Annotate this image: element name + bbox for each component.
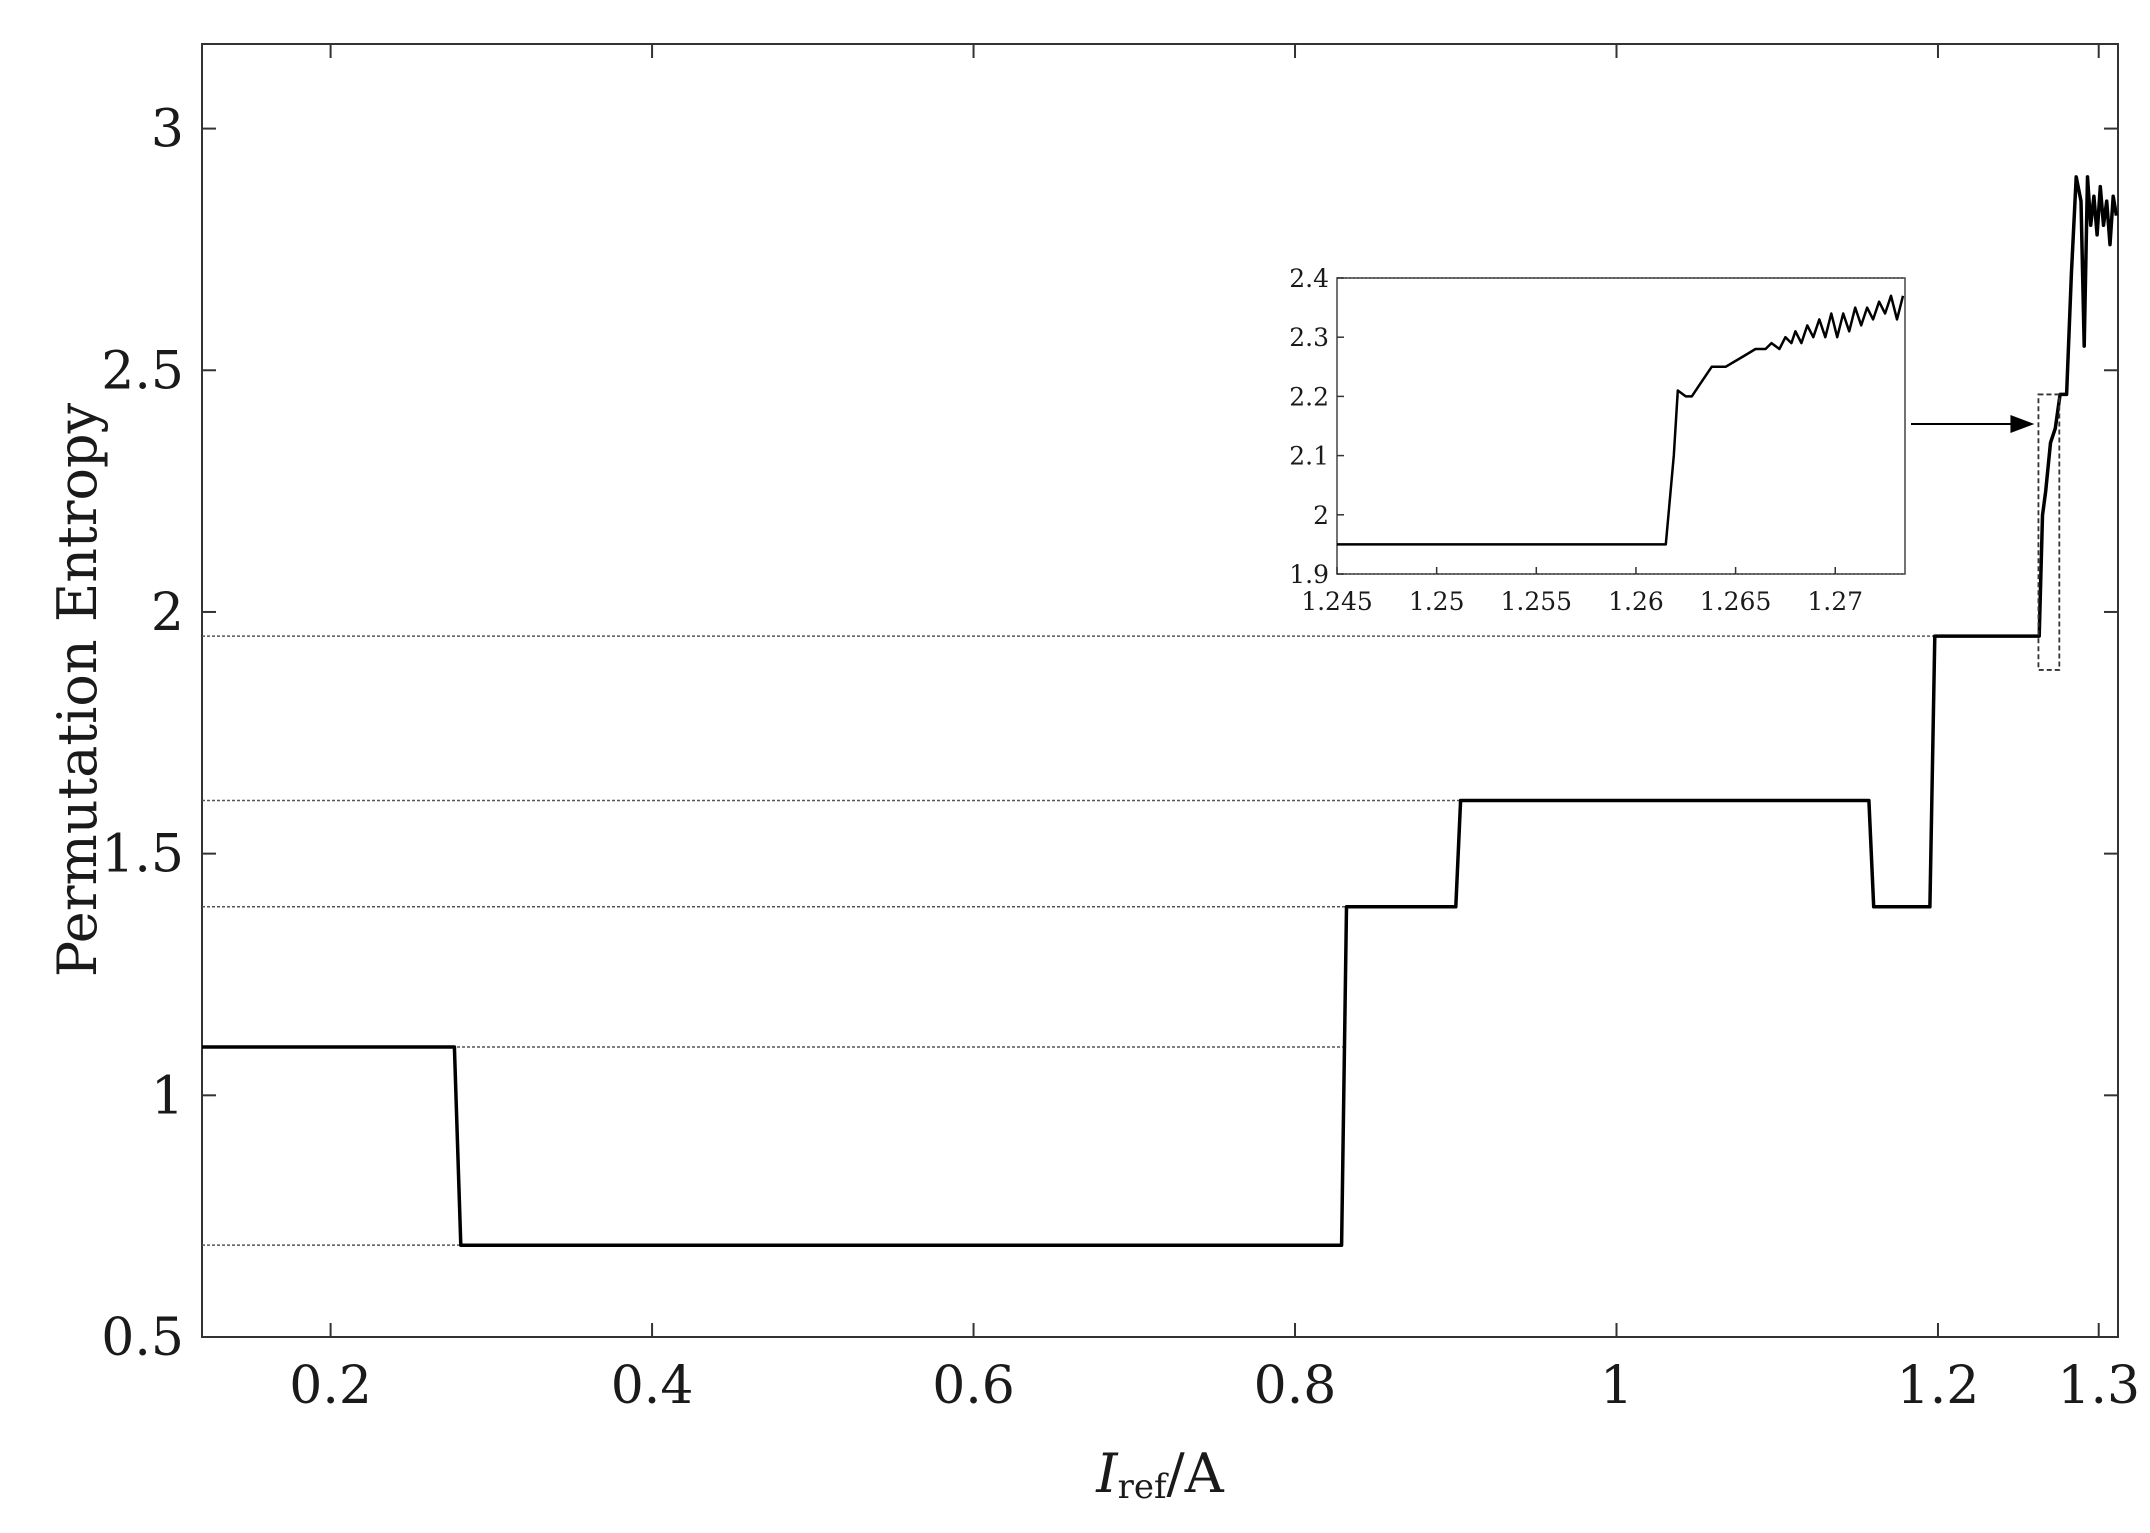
y-tick-label: 1.5 <box>101 825 184 885</box>
zoom-region-box <box>2037 393 2061 671</box>
x-tick-label: 1.3 <box>2057 1356 2140 1416</box>
inset-plot-frame <box>1336 277 1906 575</box>
inset-series-line <box>1337 294 1905 546</box>
inset-y-tick-label: 2 <box>1313 501 1329 530</box>
y-tick-label: 1 <box>151 1066 184 1126</box>
inset-y-tick-label: 2.3 <box>1289 323 1329 352</box>
main-plot-frame <box>201 43 2119 1338</box>
y-axis-label: Permutation Entropy <box>46 402 109 977</box>
inset-y-tick-label: 1.9 <box>1289 560 1329 589</box>
zoom-arrow-head <box>2010 415 2035 433</box>
entropy-series-line <box>202 175 2119 1247</box>
inset-x-tick-label: 1.26 <box>1608 587 1664 616</box>
x-tick-label: 0.8 <box>1254 1356 1337 1416</box>
x-tick-label: 0.6 <box>932 1356 1015 1416</box>
y-tick-label: 2.5 <box>101 341 184 401</box>
inset-y-tick-label: 2.2 <box>1289 382 1329 411</box>
inset-x-tick-label: 1.245 <box>1301 587 1373 616</box>
inset-x-tick-label: 1.25 <box>1409 587 1465 616</box>
x-tick-label: 1 <box>1600 1356 1633 1416</box>
y-tick-label: 2 <box>151 583 184 643</box>
x-tick-label: 0.2 <box>289 1356 372 1416</box>
inset-x-tick-label: 1.27 <box>1807 587 1863 616</box>
inset-y-tick-label: 2.1 <box>1289 442 1329 471</box>
x-tick-label: 0.4 <box>611 1356 694 1416</box>
inset-x-tick-label: 1.255 <box>1501 587 1573 616</box>
inset-x-tick-label: 1.265 <box>1700 587 1772 616</box>
inset-y-tick-label: 2.4 <box>1289 264 1329 293</box>
x-tick-label: 1.2 <box>1897 1356 1980 1416</box>
x-axis-label: Iref/A <box>1095 1442 1225 1507</box>
y-tick-label: 0.5 <box>101 1308 184 1368</box>
y-tick-label: 3 <box>151 100 184 160</box>
